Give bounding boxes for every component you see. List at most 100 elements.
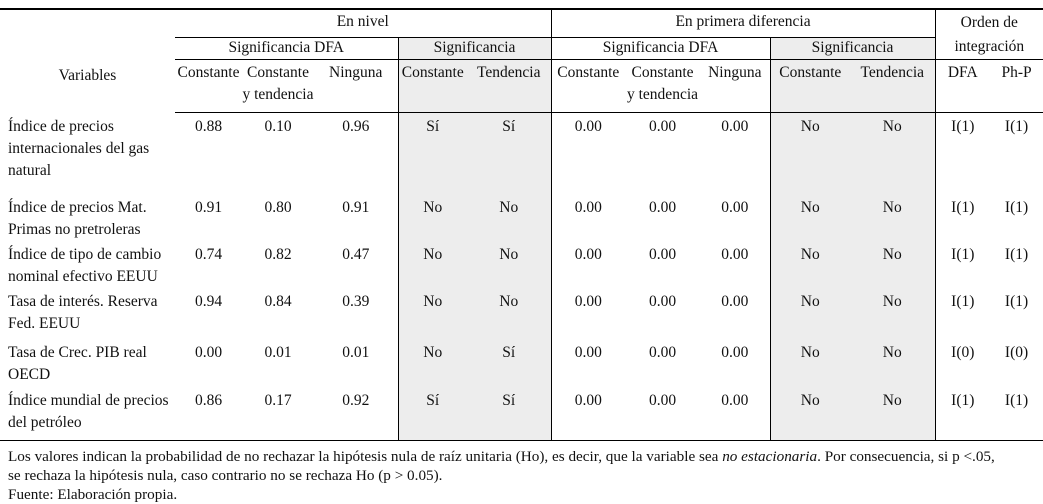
- pvalue-cell: 0.84: [264, 293, 292, 310]
- pvalue-cell: 0.01: [264, 344, 292, 361]
- integration-order-cell: I(1): [934, 194, 991, 241]
- column-header-constante-y-tendencia-nivel: Constante y tendencia: [242, 59, 314, 113]
- pvalue-cell: 0.00: [550, 339, 626, 387]
- footnote-italic-text: no estacionaria: [722, 448, 818, 465]
- pvalue-cell: 0.00: [721, 293, 749, 310]
- column-header-sig-tendencia-diferencia: Tendencia: [850, 59, 936, 113]
- significance-cell: Sí: [397, 112, 467, 194]
- significance-cell: No: [850, 339, 936, 387]
- subheader-significancia-dfa-diferencia: Significancia DFA: [550, 37, 771, 61]
- orden-line-1: Orden de: [960, 14, 1018, 31]
- pvalue-cell: 0.00: [648, 246, 677, 263]
- column-header-sig-tendencia-nivel: Tendencia: [467, 59, 552, 113]
- column-header-constante-diferencia: Constante: [550, 59, 626, 113]
- variable-name-cell: Índice de tipo de cambio nominal efectiv…: [8, 246, 162, 285]
- pvalue-cell: 0.00: [194, 344, 223, 361]
- integration-order-cell: I(0): [934, 339, 991, 387]
- pvalue-cell: 0.47: [342, 246, 370, 263]
- column-header-constante-nivel: Constante: [175, 59, 242, 113]
- pvalue-cell: 0.39: [342, 293, 370, 310]
- column-header-ninguna-diferencia: Ninguna: [700, 59, 771, 113]
- significance-cell: No: [769, 387, 851, 441]
- pvalue-cell: 0.00: [700, 387, 771, 441]
- pvalue-cell: 0.00: [625, 387, 701, 441]
- pvalue-cell: 0.00: [550, 387, 626, 441]
- table-row: Tasa de interés. Reserva Fed. EEUU 0.94 …: [0, 288, 1043, 339]
- table-row: Índice de tipo de cambio nominal efectiv…: [0, 241, 1043, 288]
- integration-order-cell: I(1): [1004, 293, 1029, 310]
- pvalue-cell: 0.88: [194, 118, 223, 135]
- pvalue-cell: 0.91: [194, 199, 223, 216]
- pvalue-cell: 0.00: [721, 344, 749, 361]
- table-row: Índice mundial de precios del petróleo 0…: [0, 387, 1043, 441]
- pvalue-cell: 0.74: [194, 246, 223, 263]
- significance-cell: No: [769, 112, 851, 194]
- significance-cell: Sí: [467, 339, 552, 387]
- column-header-dfa: DFA: [934, 59, 991, 113]
- table-row: Tasa de Crec. PIB real OECD 0.00 0.01 0.…: [0, 339, 1043, 387]
- pvalue-cell: 0.00: [648, 293, 677, 310]
- subheader-significancia-dfa-nivel: Significancia DFA: [175, 37, 398, 61]
- pvalue-cell: 0.00: [721, 118, 749, 135]
- significance-cell: No: [769, 339, 851, 387]
- significance-cell: No: [769, 241, 851, 288]
- significance-cell: No: [850, 194, 936, 241]
- significance-cell: No: [850, 241, 936, 288]
- footnote-line-2: se rechaza la hipótesis nula, caso contr…: [8, 467, 443, 484]
- variable-name-cell: Tasa de Crec. PIB real OECD: [8, 344, 147, 383]
- pvalue-cell: 0.00: [721, 199, 749, 216]
- column-header-variables: Variables: [58, 66, 117, 84]
- significance-cell: No: [850, 112, 936, 194]
- significance-cell: No: [467, 194, 552, 241]
- integration-order-cell: I(1): [1004, 246, 1029, 263]
- significance-cell: No: [397, 288, 467, 339]
- variable-name-cell: Índice de precios Mat. Primas no pretrol…: [8, 199, 147, 238]
- integration-order-cell: I(1): [934, 112, 991, 194]
- pvalue-cell: 0.96: [342, 118, 370, 135]
- pvalue-cell: 0.00: [550, 194, 626, 241]
- significance-cell: No: [397, 241, 467, 288]
- pvalue-cell: 0.00: [721, 246, 749, 263]
- integration-order-cell: I(1): [934, 288, 991, 339]
- pvalue-cell: 0.82: [264, 246, 292, 263]
- column-header-sig-constante-nivel: Constante: [397, 59, 467, 113]
- pvalue-cell: 0.00: [550, 288, 626, 339]
- footnote-line-1: Los valores indican la probabilidad de n…: [8, 448, 995, 465]
- pvalue-cell: 0.00: [648, 199, 677, 216]
- significance-cell: No: [397, 194, 467, 241]
- group-header-orden-de-integracion: Orden de integración: [934, 9, 1043, 60]
- pvalue-cell: 0.00: [550, 112, 626, 194]
- pvalue-cell: 0.00: [550, 241, 626, 288]
- variable-name-cell: Índice de precios internacionales del ga…: [8, 117, 150, 179]
- pvalue-cell: 0.86: [175, 387, 242, 441]
- integration-order-cell: I(0): [1004, 344, 1029, 361]
- significance-cell: Sí: [397, 387, 467, 441]
- subheader-significancia-nivel: Significancia: [397, 37, 552, 61]
- pvalue-cell: 0.00: [648, 344, 677, 361]
- variable-name-cell: Índice mundial de precios del petróleo: [0, 387, 175, 441]
- unit-root-test-table: Variables En nivel En primera diferencia…: [0, 8, 1043, 441]
- significance-cell: Sí: [467, 387, 552, 441]
- pvalue-cell: 0.17: [242, 387, 314, 441]
- significance-cell: No: [467, 241, 552, 288]
- group-header-en-primera-diferencia: En primera diferencia: [550, 9, 936, 38]
- significance-cell: Sí: [467, 112, 552, 194]
- pvalue-cell: 0.94: [194, 293, 223, 310]
- significance-cell: No: [769, 194, 851, 241]
- subheader-significancia-diferencia: Significancia: [769, 37, 936, 61]
- column-header-constante-y-tendencia-diferencia: Constante y tendencia: [625, 59, 701, 113]
- integration-order-cell: I(1): [934, 387, 991, 441]
- column-header-sig-constante-diferencia: Constante: [769, 59, 851, 113]
- significance-cell: No: [850, 387, 936, 441]
- integration-order-cell: I(1): [1004, 199, 1029, 216]
- integration-order-cell: I(1): [1004, 118, 1029, 135]
- pvalue-cell: 0.00: [648, 118, 677, 135]
- integration-order-cell: I(1): [934, 241, 991, 288]
- significance-cell: No: [467, 288, 552, 339]
- column-header-ninguna-nivel: Ninguna: [314, 59, 398, 113]
- significance-cell: No: [769, 288, 851, 339]
- table-footnote: Los valores indican la probabilidad de n…: [8, 447, 1043, 504]
- pvalue-cell: 0.10: [264, 118, 292, 135]
- orden-line-2: integración: [954, 38, 1025, 55]
- pvalue-cell: 0.92: [314, 387, 398, 441]
